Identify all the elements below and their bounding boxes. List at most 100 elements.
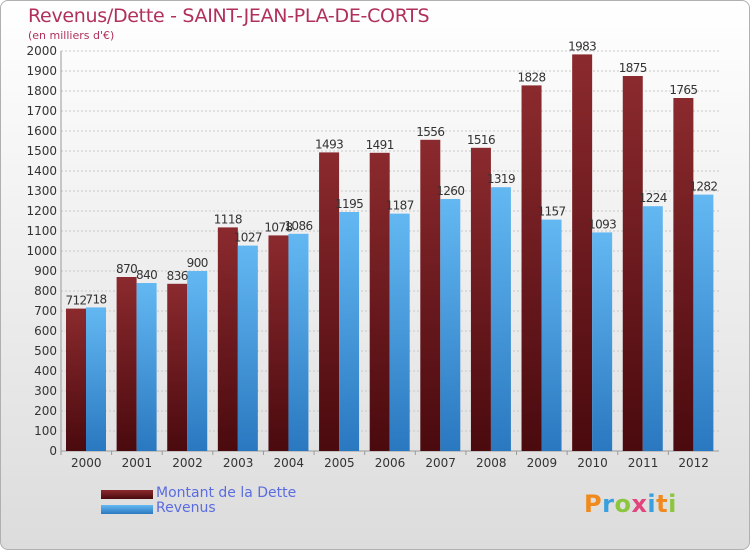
- bar-dette: [66, 308, 86, 451]
- logo-letter: r: [602, 490, 615, 518]
- x-tick-label: 2004: [273, 456, 304, 470]
- x-tick-label: 2006: [375, 456, 406, 470]
- x-tick-label: 2009: [527, 456, 558, 470]
- logo-letter: P: [584, 490, 603, 518]
- data-label-dette: 1765: [669, 83, 697, 97]
- y-tick-label: 300: [34, 384, 57, 398]
- bar-dette: [420, 139, 441, 452]
- bar-revenus: [592, 232, 613, 451]
- y-tick-label: 1300: [26, 184, 57, 198]
- data-label-dette: 1516: [467, 133, 495, 147]
- data-label-revenus: 1319: [487, 172, 515, 186]
- data-label-dette: 1983: [568, 39, 596, 53]
- data-label-revenus: 1027: [234, 231, 262, 245]
- data-label-dette: 870: [116, 262, 137, 276]
- y-tick-label: 1900: [26, 64, 57, 78]
- bar-revenus: [642, 206, 663, 451]
- data-label-dette: 1875: [619, 61, 647, 75]
- y-tick-label: 1500: [26, 144, 57, 158]
- logo-letter: o: [614, 490, 632, 518]
- bar-dette: [268, 235, 289, 451]
- x-tick-label: 2012: [678, 456, 709, 470]
- data-label-dette: 1118: [214, 212, 242, 226]
- data-label-revenus: 1260: [436, 184, 464, 198]
- y-tick-label: 0: [49, 444, 57, 458]
- y-tick-label: 1800: [26, 84, 57, 98]
- x-tick-label: 2001: [122, 456, 153, 470]
- bar-dette: [319, 152, 340, 451]
- data-label-revenus: 1086: [284, 219, 312, 233]
- y-tick-label: 1200: [26, 204, 57, 218]
- bar-dette: [673, 98, 694, 451]
- x-tick-label: 2007: [425, 456, 456, 470]
- data-label-dette: 1078: [264, 220, 292, 234]
- bar-revenus: [86, 307, 106, 451]
- y-tick-label: 100: [34, 424, 57, 438]
- logo-letter: i: [647, 490, 657, 518]
- data-label-dette: 1493: [315, 137, 343, 151]
- data-label-revenus: 718: [85, 292, 106, 306]
- bar-dette: [521, 85, 542, 452]
- bar-revenus: [389, 213, 410, 451]
- bar-revenus: [288, 233, 309, 451]
- x-tick-label: 2005: [324, 456, 355, 470]
- data-label-dette: 1828: [517, 70, 545, 84]
- data-label-revenus: 900: [187, 256, 208, 270]
- y-tick-label: 700: [34, 304, 57, 318]
- x-tick-label: 2010: [577, 456, 608, 470]
- chart-subtitle: (en milliers d'€): [28, 29, 115, 42]
- bar-dette: [116, 277, 137, 451]
- y-tick-label: 900: [34, 264, 57, 278]
- bar-revenus: [136, 283, 157, 451]
- data-label-revenus: 1093: [588, 217, 616, 231]
- logo-letter: t: [656, 490, 669, 518]
- data-label-revenus: 1187: [386, 199, 414, 213]
- bar-dette: [369, 152, 390, 452]
- bar-revenus: [237, 245, 258, 451]
- bar-dette: [470, 147, 491, 452]
- logo-letter: x: [631, 490, 648, 518]
- data-label-revenus: 1224: [639, 191, 667, 205]
- y-tick-label: 2000: [26, 44, 57, 58]
- legend-swatch-debt: [101, 490, 153, 499]
- legend-swatch-revenus: [101, 505, 153, 514]
- bar-revenus: [339, 212, 360, 451]
- data-label-dette: 712: [65, 294, 86, 308]
- x-tick-label: 2000: [71, 456, 102, 470]
- bar-revenus: [187, 271, 208, 451]
- x-tick-label: 2003: [223, 456, 254, 470]
- bar-dette: [217, 227, 238, 451]
- data-label-revenus: 1282: [689, 180, 717, 194]
- bar-revenus: [490, 187, 511, 451]
- x-tick-label: 2002: [172, 456, 203, 470]
- y-tick-label: 1100: [26, 224, 57, 238]
- bar-revenus: [693, 194, 714, 451]
- y-tick-label: 1000: [26, 244, 57, 258]
- x-tick-label: 2011: [628, 456, 659, 470]
- data-label-revenus: 1195: [335, 197, 363, 211]
- data-label-dette: 1556: [416, 125, 444, 139]
- y-tick-label: 800: [34, 284, 57, 298]
- bar-revenus: [440, 199, 461, 451]
- data-label-dette: 836: [167, 269, 188, 283]
- y-tick-label: 1700: [26, 104, 57, 118]
- y-tick-label: 400: [34, 364, 57, 378]
- bar-dette: [167, 283, 188, 451]
- x-tick-label: 2008: [476, 456, 507, 470]
- y-tick-label: 500: [34, 344, 57, 358]
- y-tick-label: 200: [34, 404, 57, 418]
- bar-dette: [572, 54, 593, 452]
- data-label-dette: 1491: [366, 138, 394, 152]
- legend-label-revenus: Revenus: [156, 500, 216, 516]
- data-label-revenus: 840: [136, 268, 157, 282]
- logo-letter: i: [668, 490, 677, 518]
- y-tick-label: 600: [34, 324, 57, 338]
- bar-revenus: [541, 219, 562, 451]
- y-tick-label: 1600: [26, 124, 57, 138]
- bar-dette: [622, 76, 643, 451]
- proxiti-logo: Proxiti: [584, 490, 677, 518]
- legend-label-debt: Montant de la Dette: [156, 485, 297, 501]
- data-label-revenus: 1157: [537, 205, 565, 219]
